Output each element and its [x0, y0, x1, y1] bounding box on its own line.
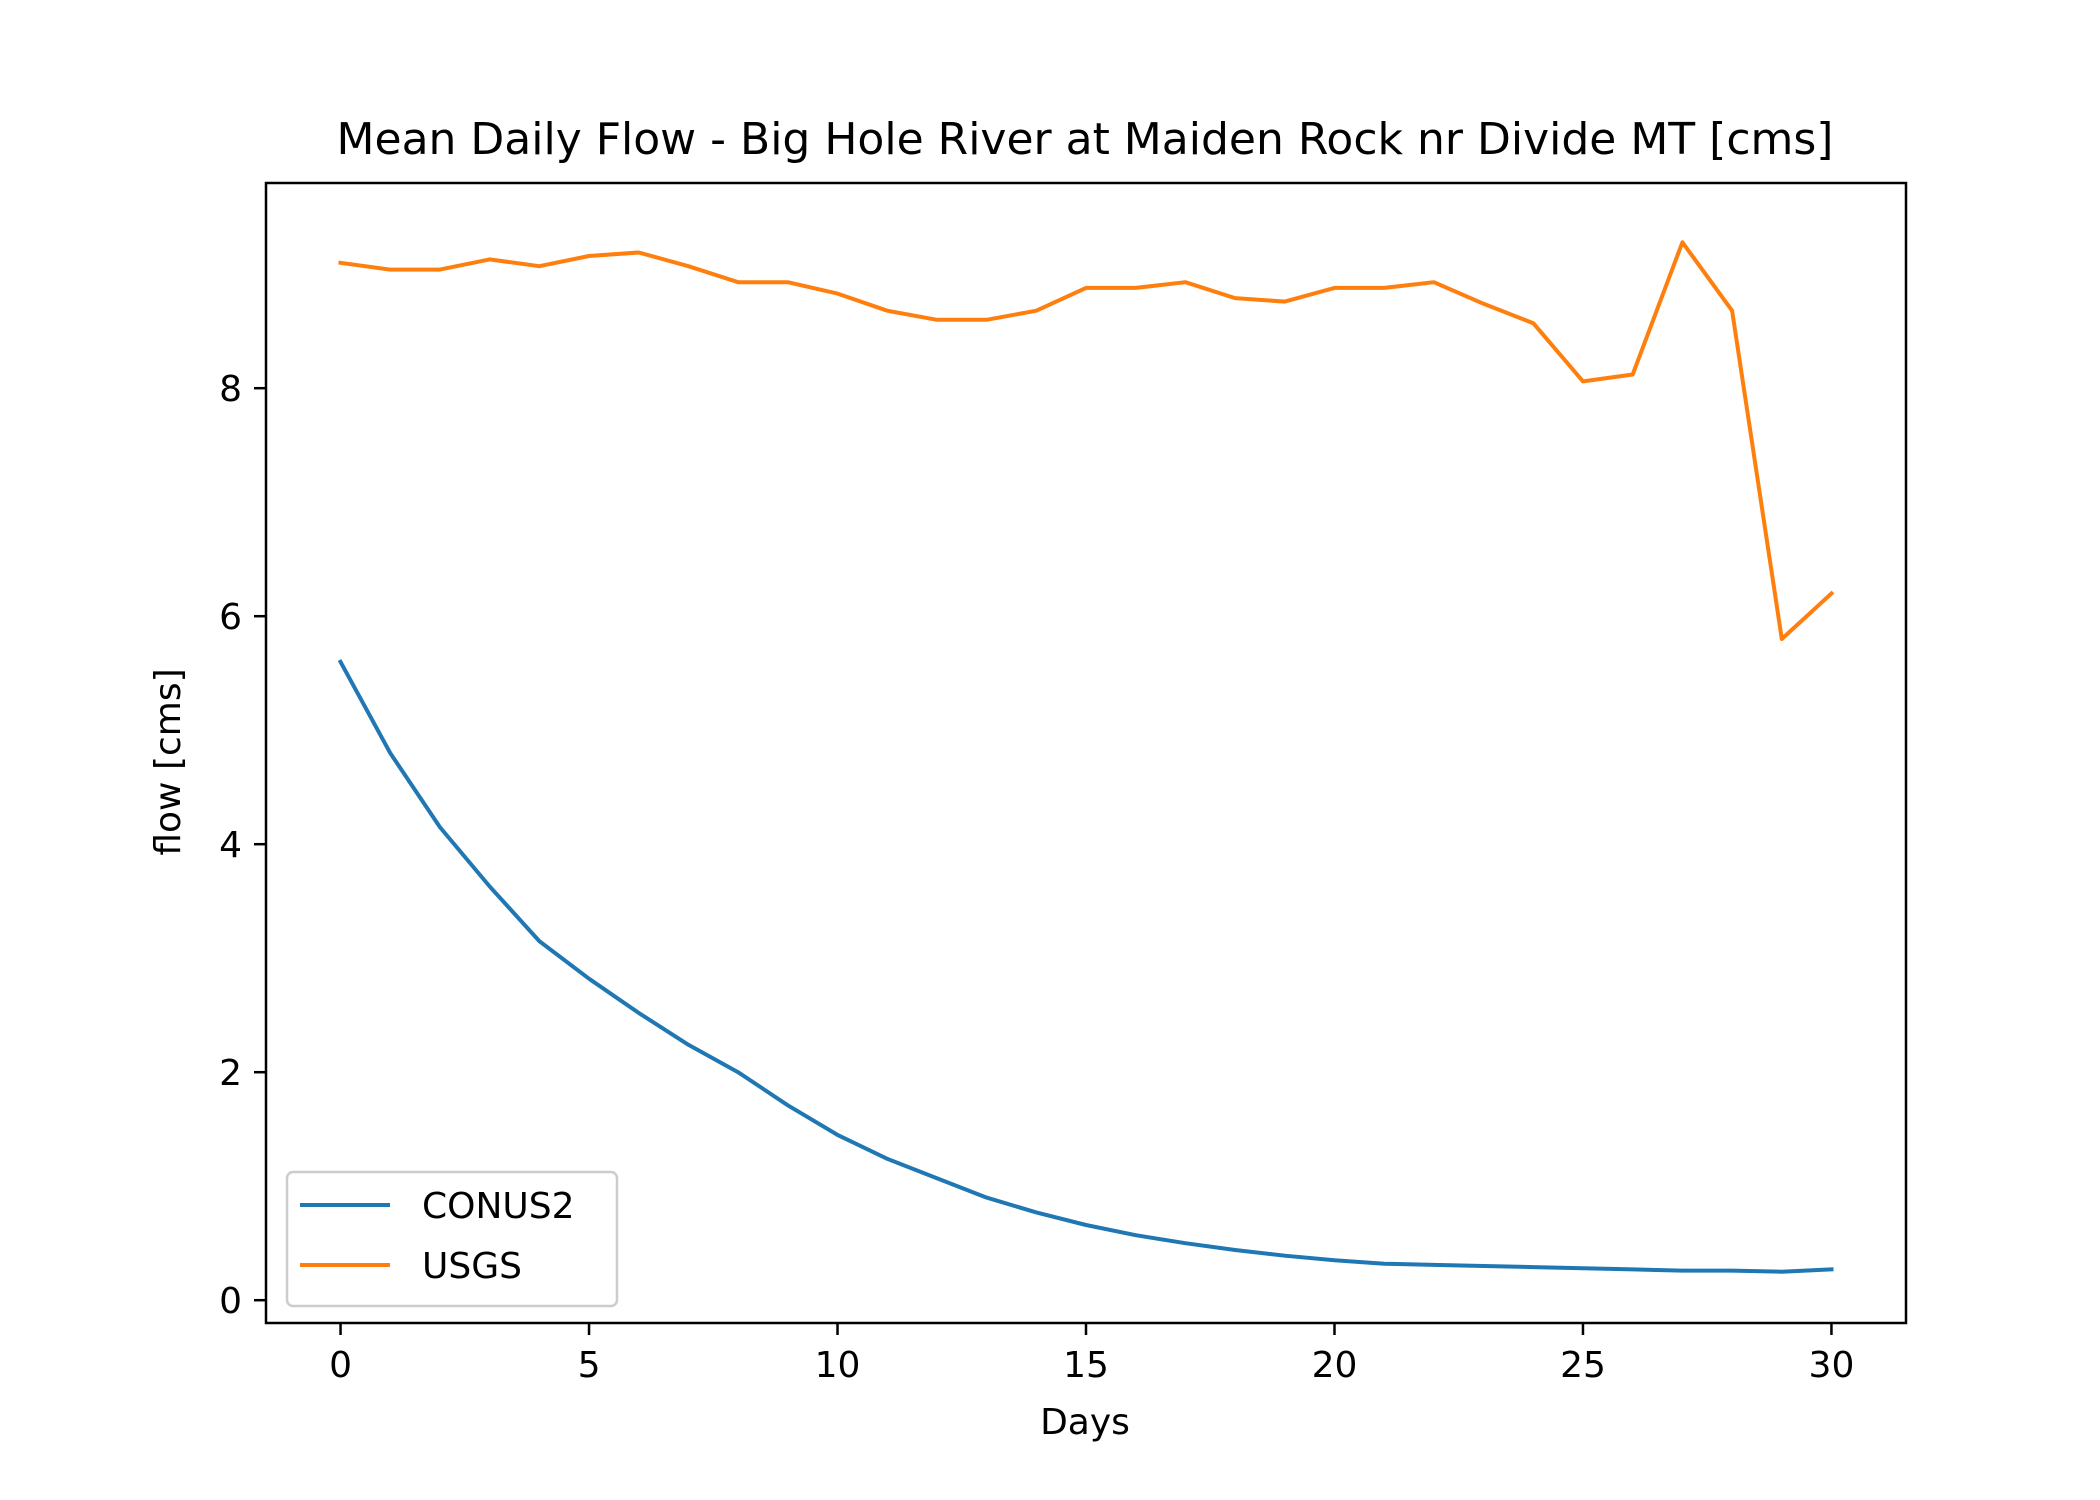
- chart-title: Mean Daily Flow - Big Hole River at Maid…: [337, 114, 1834, 165]
- legend: CONUS2 USGS: [285, 1170, 619, 1308]
- x-axis-label: Days: [1040, 1402, 1130, 1443]
- y-tick-label: 6: [219, 597, 242, 638]
- legend-label-usgs: USGS: [422, 1246, 522, 1287]
- x-axis: 0 5 10 15 20 25 30: [329, 1323, 1854, 1386]
- x-tick-label: 15: [1063, 1345, 1109, 1386]
- x-tick-label: 10: [815, 1345, 861, 1386]
- x-tick-label: 20: [1312, 1345, 1358, 1386]
- x-tick-label: 5: [578, 1345, 601, 1386]
- series-line-conus2: [337, 659, 1834, 1274]
- y-tick-label: 8: [219, 369, 242, 410]
- y-axis-label: flow [cms]: [148, 668, 189, 855]
- y-tick-label: 4: [219, 825, 242, 866]
- y-tick-label: 0: [219, 1281, 242, 1322]
- y-tick-label: 2: [219, 1053, 242, 1094]
- plot-frame: [264, 181, 1908, 1325]
- series-line-usgs: [338, 240, 1835, 641]
- x-tick-label: 30: [1809, 1345, 1855, 1386]
- plot-area: [337, 240, 1835, 1274]
- y-axis: 0 2 4 6 8: [219, 369, 266, 1322]
- legend-label-conus2: CONUS2: [422, 1186, 575, 1227]
- x-tick-label: 0: [329, 1345, 352, 1386]
- x-tick-label: 25: [1560, 1345, 1606, 1386]
